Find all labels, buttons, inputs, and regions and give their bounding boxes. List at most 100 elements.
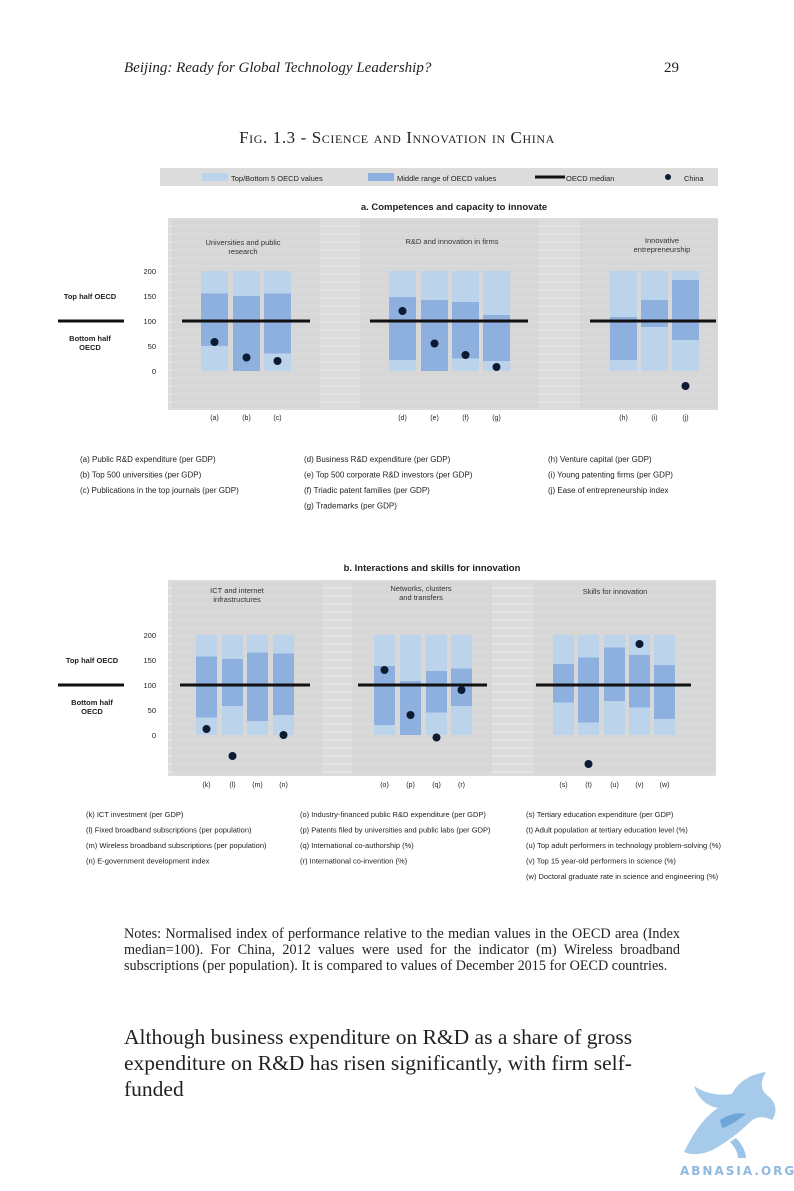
griffin-logo-icon <box>684 1072 776 1158</box>
group-label: Innovative <box>645 236 679 245</box>
china-point <box>398 307 407 315</box>
china-point <box>584 760 593 768</box>
indicator-note: (s) Tertiary education expenditure (per … <box>526 810 674 819</box>
bar-middle <box>222 659 243 706</box>
figure-legend: Top/Bottom 5 OECD values Middle range of … <box>160 168 718 186</box>
legend-label-china: China <box>684 174 704 183</box>
indicator-note: (h) Venture capital (per GDP) <box>548 455 652 464</box>
chart-competences: a. Competences and capacity to innovate U… <box>58 202 718 511</box>
indicator-note: (v) Top 15 year-old performers in scienc… <box>526 857 676 866</box>
y-tick-label: 100 <box>143 317 156 326</box>
y-tick-label: 50 <box>148 706 156 715</box>
indicator-label: (o) <box>380 782 389 789</box>
indicator-note: (g) Trademarks (per GDP) <box>304 502 397 511</box>
bar-middle <box>196 656 217 718</box>
china-point <box>681 382 690 390</box>
y-tick-label: 50 <box>148 342 156 351</box>
indicator-note: (l) Fixed broadband subscriptions (per p… <box>86 826 252 835</box>
group-label: ICT and internet <box>210 586 265 595</box>
indicator-note: (w) Doctoral graduate rate in science an… <box>526 872 719 881</box>
y-tick-label: 0 <box>152 367 156 376</box>
y-tick-label: 150 <box>143 656 156 665</box>
china-point <box>492 363 501 371</box>
indicator-label: (t) <box>585 782 592 789</box>
china-point <box>210 338 219 346</box>
side-label-top: Top half OECD <box>66 656 119 665</box>
china-point <box>430 339 439 348</box>
y-tick-label: 0 <box>152 731 156 740</box>
indicator-note: (t) Adult population at tertiary educati… <box>526 826 688 835</box>
bar-middle <box>389 297 416 360</box>
side-label-bottom: OECD <box>79 343 101 352</box>
indicator-note: (a) Public R&D expenditure (per GDP) <box>80 455 216 464</box>
bar-middle <box>483 315 510 361</box>
legend-label-range: Top/Bottom 5 OECD values <box>231 174 323 183</box>
group-label: and transfers <box>399 593 443 602</box>
group-label: Skills for innovation <box>583 587 648 596</box>
body-paragraph: Although business expenditure on R&D as … <box>124 1025 633 1101</box>
china-point <box>279 731 288 739</box>
china-point <box>228 752 237 760</box>
indicator-label: (p) <box>406 782 415 789</box>
side-label-bottom: OECD <box>81 707 103 716</box>
group-label: infrastructures <box>213 595 261 604</box>
indicator-note: (p) Patents filed by universities and pu… <box>300 826 491 835</box>
chart-interactions: b. Interactions and skills for innovatio… <box>58 563 721 881</box>
indicator-note: (n) E-government development index <box>86 857 210 866</box>
indicator-label: (b) <box>242 415 251 422</box>
bar-middle <box>672 280 699 340</box>
indicator-note: (d) Business R&D expenditure (per GDP) <box>304 455 451 464</box>
indicator-note: (e) Top 500 corporate R&D investors (per… <box>304 471 473 480</box>
bar-middle <box>553 664 574 703</box>
china-point <box>457 686 466 694</box>
china-point <box>461 351 470 359</box>
legend-label-median: OECD median <box>566 174 614 183</box>
bar-middle <box>421 300 448 371</box>
group-label: Universities and public <box>205 238 280 247</box>
y-tick-label: 200 <box>143 631 156 640</box>
indicator-label: (w) <box>660 782 670 789</box>
china-point <box>635 640 644 648</box>
side-label-bottom: Bottom half <box>71 698 113 707</box>
indicator-note: (c) Publications in the top journals (pe… <box>80 486 239 495</box>
bar-middle <box>604 647 625 701</box>
indicator-label: (e) <box>430 415 439 422</box>
figure-notes: Notes: Normalised index of performance r… <box>124 926 680 974</box>
group-panel <box>360 220 538 408</box>
bar-middle <box>610 317 637 360</box>
bar-middle <box>426 671 447 713</box>
running-header-title: Beijing: Ready for Global Technology Lea… <box>124 60 432 76</box>
bar-middle <box>400 681 421 735</box>
indicator-label: (r) <box>458 782 465 789</box>
legend-label-middle: Middle range of OECD values <box>397 174 496 183</box>
bar-middle <box>654 665 675 719</box>
indicator-label: (v) <box>635 782 643 789</box>
indicator-label: (k) <box>202 782 210 789</box>
side-label-bottom: Bottom half <box>69 334 111 343</box>
bar-middle <box>641 300 668 327</box>
indicator-label: (a) <box>210 415 219 422</box>
bar-middle <box>374 666 395 725</box>
indicator-note: (o) Industry-financed public R&D expendi… <box>300 810 486 819</box>
bar-middle <box>452 302 479 359</box>
indicator-label: (c) <box>273 415 281 422</box>
group-label: entrepreneurship <box>634 245 691 254</box>
china-point <box>202 725 211 733</box>
indicator-note: (u) Top adult performers in technology p… <box>526 841 721 850</box>
indicator-label: (f) <box>462 415 469 422</box>
indicator-note: (j) Ease of entrepreneurship index <box>548 486 669 495</box>
indicator-label: (q) <box>432 782 441 789</box>
indicator-note: (b) Top 500 universities (per GDP) <box>80 471 202 480</box>
indicator-label: (l) <box>229 782 235 789</box>
bar-middle <box>629 655 650 708</box>
group-label: research <box>228 247 257 256</box>
indicator-note: (k) ICT investment (per GDP) <box>86 810 184 819</box>
china-point <box>432 733 441 742</box>
indicator-label: (j) <box>682 415 688 422</box>
legend-swatch-middle <box>368 173 394 181</box>
bar-middle <box>578 657 599 723</box>
y-tick-label: 100 <box>143 681 156 690</box>
china-point <box>242 353 251 362</box>
indicator-label: (m) <box>252 782 263 789</box>
